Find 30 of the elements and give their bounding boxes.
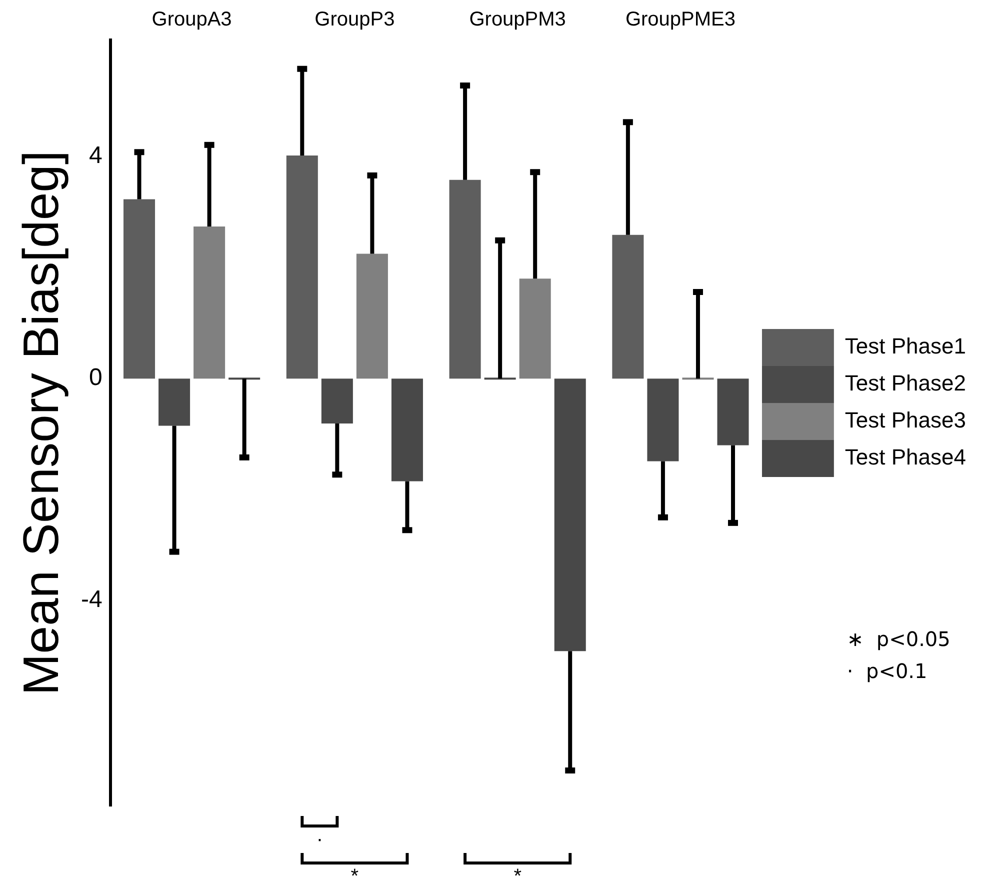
y-tick-label: 0 (88, 364, 102, 392)
legend-label: Test Phase4 (844, 444, 966, 470)
x-tick-label: GroupPME3 (625, 8, 736, 31)
legend-label: Test Phase2 (844, 370, 966, 396)
bar (554, 378, 586, 652)
legend-label: Test Phase3 (844, 408, 966, 433)
text: * (514, 866, 522, 886)
bar (519, 278, 551, 379)
bar (356, 254, 388, 379)
x-tick-label: GroupPM3 (469, 8, 566, 31)
x-tick-label: GroupA3 (152, 8, 232, 31)
x-tick-label: GroupP3 (314, 8, 395, 31)
bar (123, 199, 156, 379)
bar (717, 378, 749, 446)
bar (286, 155, 318, 379)
bar (647, 378, 679, 462)
y-tick-label: 4 (88, 142, 102, 170)
y-tick-label: -4 (80, 586, 102, 614)
text: * (350, 866, 359, 886)
bar (194, 226, 226, 379)
bar (391, 378, 423, 482)
text: · (316, 828, 323, 851)
text: ∗ p<0.05 (846, 627, 950, 652)
bar (449, 180, 481, 379)
bar (321, 378, 353, 424)
bar (158, 378, 190, 426)
bar (612, 234, 644, 379)
text: · p<0.1 (846, 659, 928, 684)
legend-label: Test Phase1 (844, 334, 966, 359)
y-axis-title: Mean Sensory Bias[deg] (12, 150, 69, 696)
